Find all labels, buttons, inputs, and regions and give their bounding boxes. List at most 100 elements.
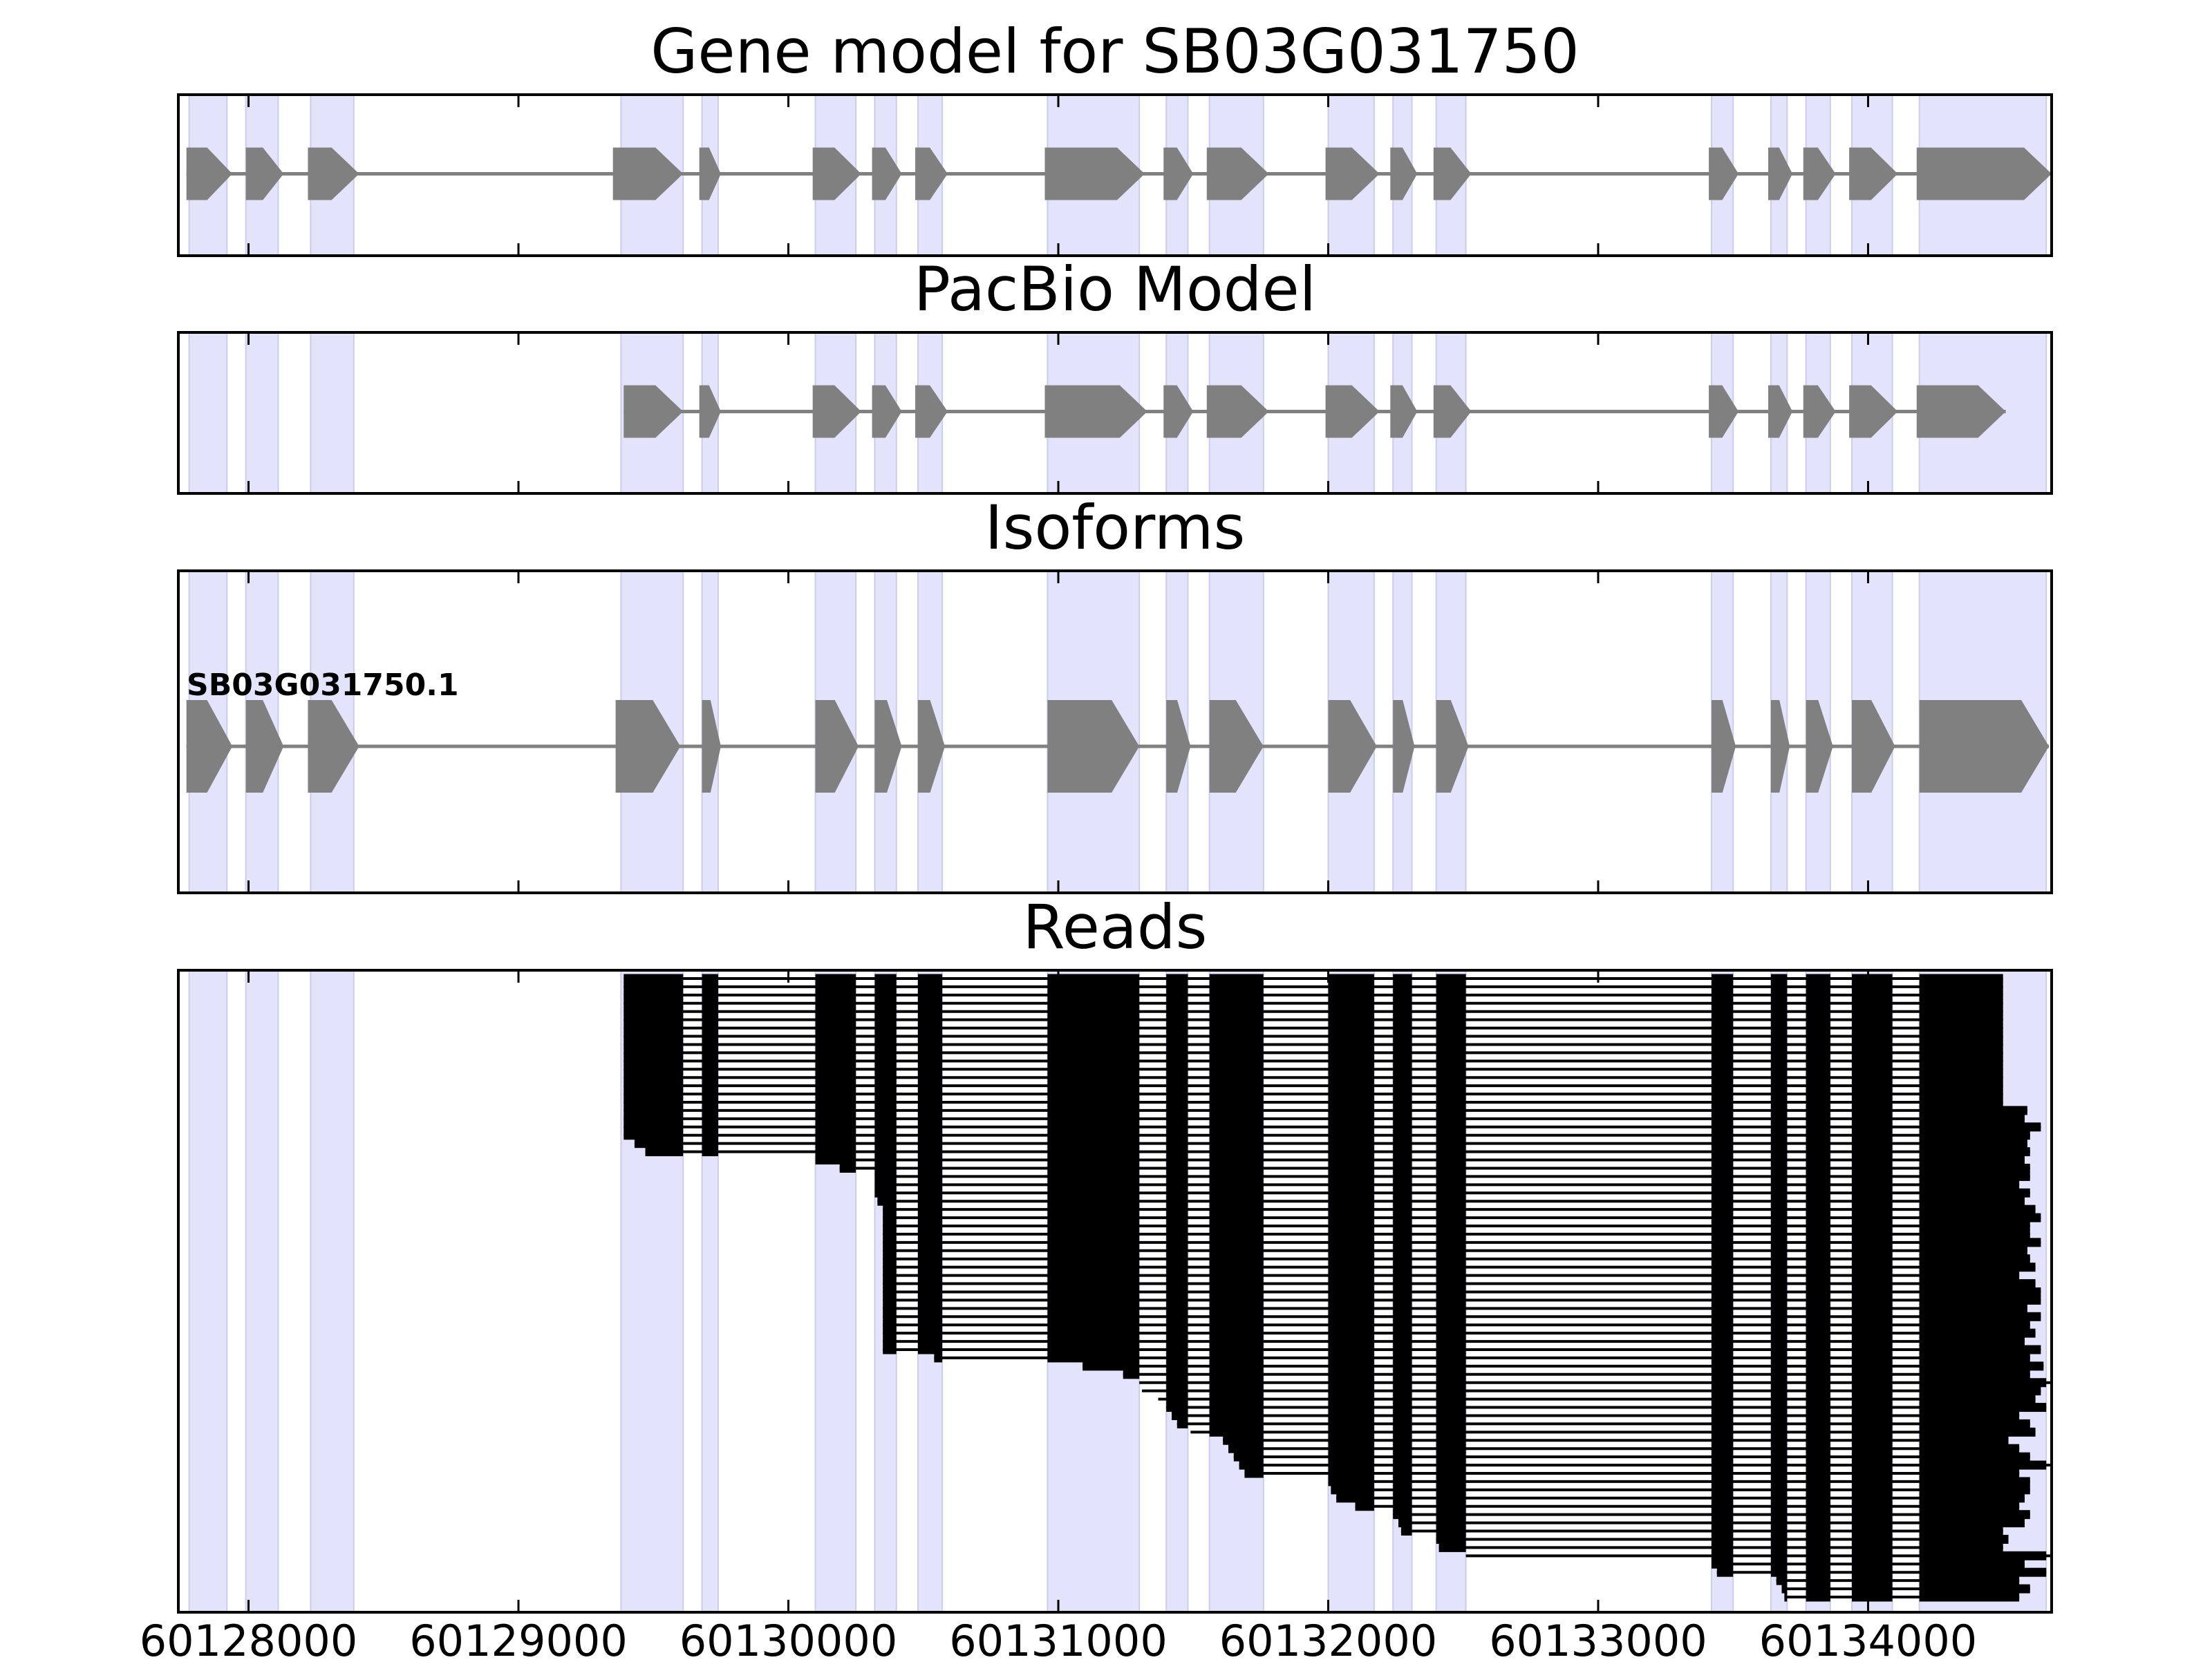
read-block — [883, 1246, 897, 1256]
read-block — [874, 974, 897, 983]
read-block — [1770, 1312, 1788, 1321]
read-block — [1393, 1114, 1412, 1124]
read-block — [702, 1039, 718, 1049]
read — [634, 1139, 2027, 1149]
read-block — [1393, 1188, 1412, 1198]
read-block — [883, 1271, 897, 1281]
read-block — [917, 1023, 943, 1033]
exon-region-shade — [245, 332, 279, 494]
read-block — [1328, 1097, 1374, 1107]
read-block — [1711, 1551, 1734, 1560]
read-block — [1436, 1081, 1466, 1090]
read-block — [1852, 1378, 1893, 1388]
read-block — [1436, 1345, 1466, 1354]
read-block — [1393, 1386, 1412, 1396]
read-block — [1770, 1295, 1788, 1305]
read-block — [874, 1106, 897, 1115]
read-block — [1806, 1106, 1830, 1115]
read-block — [1711, 1097, 1734, 1107]
read-block — [1047, 1238, 1140, 1247]
read-block — [1919, 1246, 2027, 1256]
read-block — [634, 1139, 684, 1149]
read-block — [1166, 1279, 1188, 1289]
read-block — [1852, 1271, 1893, 1281]
read-block — [815, 1139, 856, 1149]
read-block — [1852, 1155, 1893, 1165]
read-block — [1166, 1056, 1188, 1066]
read — [1398, 1518, 2025, 1528]
read-block — [1047, 1163, 1140, 1173]
read-block — [1209, 1370, 1264, 1379]
read-block — [1711, 1502, 1734, 1511]
read-block — [1852, 1370, 1893, 1379]
read-block — [1781, 1584, 1788, 1594]
read-block — [624, 1089, 684, 1099]
read-block — [1711, 1534, 1734, 1544]
exon-arrow — [702, 700, 721, 793]
read-block — [1806, 1435, 1830, 1445]
exon-arrow — [1768, 385, 1793, 438]
read-block — [1919, 1271, 2020, 1281]
exon-arrow — [1709, 385, 1739, 438]
read-block — [1852, 1122, 1893, 1132]
read-block — [1047, 1023, 1140, 1033]
read-block — [1209, 1287, 1264, 1296]
read-block — [1806, 1485, 1830, 1495]
read-block — [1806, 1122, 1830, 1132]
read-block — [1711, 1477, 1734, 1486]
read-block — [815, 1114, 856, 1124]
read-block — [917, 1007, 943, 1017]
read-block — [1393, 1419, 1412, 1428]
read-block — [815, 1007, 856, 1017]
read-block — [1436, 1238, 1466, 1247]
read-block — [1806, 1410, 1830, 1420]
read-block — [1711, 1378, 1734, 1388]
read-block — [1770, 1064, 1788, 1074]
read-block — [815, 974, 856, 983]
read-block — [883, 1337, 897, 1346]
read-block — [917, 1205, 943, 1214]
read-block — [1770, 1114, 1788, 1124]
exon-arrow — [1916, 385, 2006, 438]
read-block — [1328, 1386, 1374, 1396]
read-block — [1711, 1279, 1734, 1289]
read-block — [1328, 1180, 1374, 1189]
read-block — [1806, 1213, 1830, 1222]
read-block — [815, 1048, 856, 1057]
read-block — [1770, 1131, 1788, 1140]
read-block — [1393, 1295, 1412, 1305]
read-block — [1393, 1469, 1412, 1478]
read-block — [1852, 1213, 1893, 1222]
read-block — [1393, 1361, 1412, 1371]
read-block — [1209, 1271, 1264, 1281]
read-block — [1770, 1527, 1788, 1536]
read-block — [1209, 1279, 1264, 1289]
read-block — [1806, 1361, 1830, 1371]
read-block — [1166, 1353, 1188, 1363]
read-block — [1047, 1229, 1140, 1239]
read-block — [883, 1345, 897, 1354]
read-block — [1244, 1469, 1264, 1478]
read-block — [1770, 1048, 1788, 1057]
read-block — [1436, 1477, 1466, 1486]
exon-arrow — [915, 385, 948, 438]
read-block — [1047, 1171, 1140, 1181]
read-block — [1328, 1427, 1374, 1437]
read-block — [874, 1155, 897, 1165]
read-block — [815, 1015, 856, 1025]
read-block — [874, 999, 897, 1008]
read-block — [1436, 1510, 1466, 1520]
read-block — [1716, 1567, 1734, 1577]
read-block — [1209, 1345, 1264, 1354]
read-block — [1393, 1254, 1412, 1264]
read-block — [1770, 1567, 1788, 1577]
read-block — [1393, 1403, 1412, 1413]
read-block — [1209, 1419, 1264, 1428]
read-block — [1852, 1403, 1893, 1413]
read-block — [1806, 1576, 1830, 1585]
read-block — [1436, 1460, 1466, 1470]
read-block — [1852, 1097, 1893, 1107]
read-block — [1919, 1444, 2020, 1453]
read-block — [1209, 1328, 1264, 1338]
read-block — [1852, 1246, 1893, 1256]
